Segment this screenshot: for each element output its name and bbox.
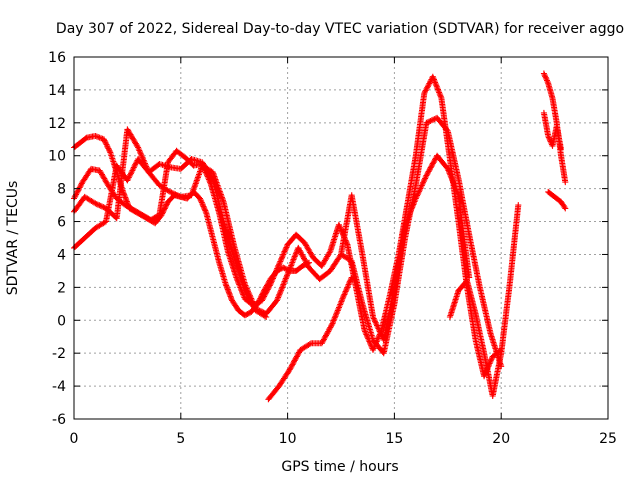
x-tick-label: 0 [70,431,79,447]
y-ticks: -6 -4 -2 0 2 4 6 8 10 12 14 16 [48,50,608,428]
series-markers [338,152,473,343]
data-series [545,188,569,212]
y-tick-label: -4 [52,379,66,395]
data-series [71,156,270,320]
series-markers [71,156,270,320]
x-ticks: 0 5 10 15 20 25 [70,57,617,447]
y-tick-label: 16 [48,50,66,66]
x-tick-label: 10 [279,431,297,447]
series-trace [73,158,267,318]
series-markers [265,274,355,403]
y-tick-label: 12 [48,116,66,132]
y-tick-label: -6 [52,412,66,428]
series-markers [540,109,564,153]
data-series [265,274,355,403]
data-series [446,202,522,399]
x-tick-label: 20 [492,431,510,447]
y-tick-label: 2 [57,280,66,296]
data-series [338,152,473,343]
series-markers [545,188,569,212]
y-axis-label: SDTVAR / TECUs [5,181,21,296]
grid [74,57,608,419]
x-tick-label: 25 [599,431,617,447]
y-tick-label: 8 [57,182,66,198]
chart-title: Day 307 of 2022, Sidereal Day-to-day VTE… [56,21,624,37]
data-series [71,114,505,370]
y-tick-label: 0 [57,313,66,329]
y-tick-label: 10 [48,149,66,165]
y-tick-label: -2 [52,346,66,362]
x-tick-label: 5 [176,431,185,447]
y-tick-label: 14 [48,83,66,99]
data-series [71,73,505,380]
x-axis-label: GPS time / hours [281,459,398,475]
x-tick-label: 15 [385,431,403,447]
y-tick-label: 6 [57,215,66,231]
data-series [540,109,564,153]
series-markers [446,202,522,399]
plot-frame [73,56,609,420]
data-layer [71,70,569,403]
y-tick-label: 4 [57,247,66,263]
